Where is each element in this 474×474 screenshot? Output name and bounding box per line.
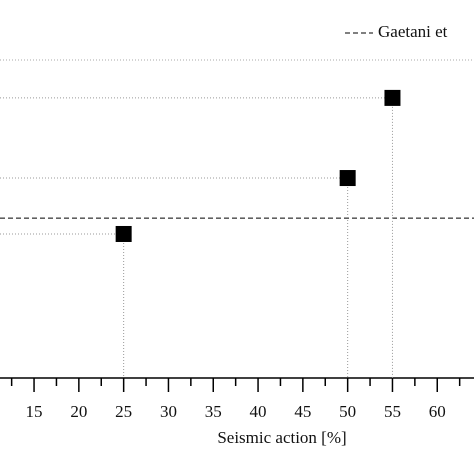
x-tick-label: 50 <box>339 402 356 421</box>
x-tick-label: 55 <box>384 402 401 421</box>
x-axis-label: Seismic action [%] <box>217 428 346 447</box>
x-tick-label: 30 <box>160 402 177 421</box>
x-tick-label: 40 <box>250 402 267 421</box>
point <box>115 225 132 242</box>
point <box>339 170 356 187</box>
x-tick-label: 20 <box>70 402 87 421</box>
x-tick-label: 45 <box>294 402 311 421</box>
x-tick-label: 60 <box>429 402 446 421</box>
x-tick-label: 35 <box>205 402 222 421</box>
legend-label: Gaetani et <box>378 22 448 41</box>
x-tick-label: 15 <box>26 402 43 421</box>
point <box>384 89 401 106</box>
x-tick-label: 25 <box>115 402 132 421</box>
